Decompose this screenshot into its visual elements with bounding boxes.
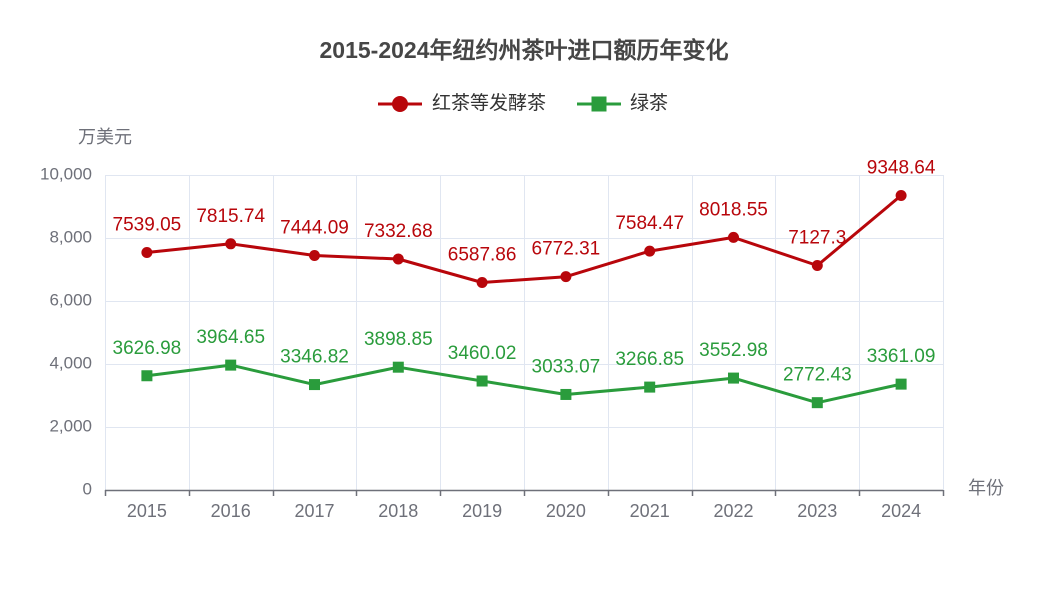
square-marker-icon bbox=[591, 96, 607, 112]
x-tick-label: 2020 bbox=[546, 501, 586, 521]
chart-title: 2015-2024年纽约州茶叶进口额历年变化 bbox=[320, 37, 729, 63]
legend-label: 红茶等发酵茶 bbox=[432, 92, 546, 114]
y-tick-label: 0 bbox=[83, 479, 92, 498]
data-label-green-tea: 3626.98 bbox=[113, 338, 182, 359]
data-point-square bbox=[811, 397, 823, 409]
data-label-green-tea: 3964.65 bbox=[196, 327, 265, 348]
x-tick-label: 2024 bbox=[881, 501, 921, 521]
legend-label: 绿茶 bbox=[630, 92, 668, 114]
y-tick-label: 8,000 bbox=[49, 227, 92, 246]
data-point-circle bbox=[560, 271, 572, 283]
circle-marker-icon bbox=[392, 96, 408, 112]
data-label-fermented-tea: 6587.86 bbox=[448, 244, 517, 265]
series-line-green-tea bbox=[145, 363, 903, 405]
data-label-fermented-tea: 7444.09 bbox=[280, 218, 349, 239]
data-point-circle bbox=[476, 276, 488, 288]
data-point-square bbox=[895, 378, 907, 390]
data-point-circle bbox=[141, 247, 153, 259]
data-point-square bbox=[728, 372, 739, 384]
data-point-circle bbox=[895, 190, 907, 202]
x-tick-label: 2021 bbox=[630, 501, 670, 521]
data-point-square bbox=[141, 370, 153, 382]
data-point-square bbox=[225, 359, 237, 371]
data-label-fermented-tea: 7539.05 bbox=[113, 215, 182, 236]
x-axis: 2015 2016 2017 2018 2019 2020 2021 2022 2023 2024 bbox=[104, 489, 945, 521]
legend-item-fermented-tea[interactable]: 红茶等发酵茶 bbox=[378, 92, 546, 114]
data-label-green-tea: 3033.07 bbox=[532, 356, 601, 377]
data-label-green-tea: 3266.85 bbox=[615, 349, 684, 370]
data-point-square bbox=[392, 361, 404, 373]
data-point-circle bbox=[392, 253, 404, 265]
data-point-circle bbox=[728, 231, 739, 243]
x-tick-label: 2023 bbox=[797, 501, 837, 521]
data-point-square bbox=[560, 388, 572, 400]
data-label-green-tea: 2772.43 bbox=[783, 365, 852, 386]
data-labels-layer: 7539.05 7815.74 7444.09 7332.68 6587.86 6772.… bbox=[113, 158, 936, 386]
data-label-green-tea: 3361.09 bbox=[867, 346, 936, 367]
x-tick-label: 2017 bbox=[294, 501, 334, 521]
data-label-fermented-tea: 7332.68 bbox=[364, 221, 433, 242]
x-tick-label: 2019 bbox=[462, 501, 502, 521]
data-label-fermented-tea: 7127.3 bbox=[788, 228, 846, 249]
grid bbox=[105, 175, 944, 490]
data-label-fermented-tea: 9348.64 bbox=[867, 158, 936, 179]
data-point-square bbox=[644, 381, 656, 393]
x-tick-label: 2018 bbox=[378, 501, 418, 521]
data-label-fermented-tea: 6772.31 bbox=[532, 239, 601, 260]
x-tick-label: 2022 bbox=[713, 501, 753, 521]
y-tick-label: 10,000 bbox=[40, 164, 92, 183]
y-tick-label: 4,000 bbox=[49, 353, 92, 372]
y-tick-label: 6,000 bbox=[49, 290, 92, 309]
data-label-green-tea: 3898.85 bbox=[364, 329, 433, 350]
x-axis-name: 年份 bbox=[968, 478, 1004, 498]
y-axis-name: 万美元 bbox=[78, 127, 132, 147]
data-label-fermented-tea: 8018.55 bbox=[699, 199, 768, 220]
data-label-green-tea: 3346.82 bbox=[280, 347, 349, 368]
series-layer bbox=[141, 190, 907, 409]
series-green-tea bbox=[141, 359, 907, 409]
data-label-fermented-tea: 7815.74 bbox=[196, 206, 265, 227]
data-point-square bbox=[309, 379, 320, 391]
data-point-circle bbox=[309, 250, 320, 262]
series-fermented-tea bbox=[141, 190, 907, 288]
legend: 红茶等发酵茶 绿茶 bbox=[378, 92, 668, 114]
data-label-green-tea: 3460.02 bbox=[448, 343, 517, 364]
data-point-circle bbox=[225, 238, 237, 250]
series-line-fermented-tea bbox=[145, 194, 903, 284]
data-label-fermented-tea: 7584.47 bbox=[615, 213, 684, 234]
y-tick-label: 2,000 bbox=[49, 416, 92, 435]
data-point-circle bbox=[811, 259, 823, 271]
x-tick-label: 2015 bbox=[127, 501, 167, 521]
data-point-circle bbox=[644, 245, 656, 257]
x-tick-label: 2016 bbox=[211, 501, 251, 521]
y-axis: 0 2,000 4,000 6,000 8,000 10,000 bbox=[40, 164, 92, 498]
data-label-green-tea: 3552.98 bbox=[699, 340, 768, 361]
legend-item-green-tea[interactable]: 绿茶 bbox=[577, 92, 668, 114]
data-point-square bbox=[476, 375, 488, 387]
